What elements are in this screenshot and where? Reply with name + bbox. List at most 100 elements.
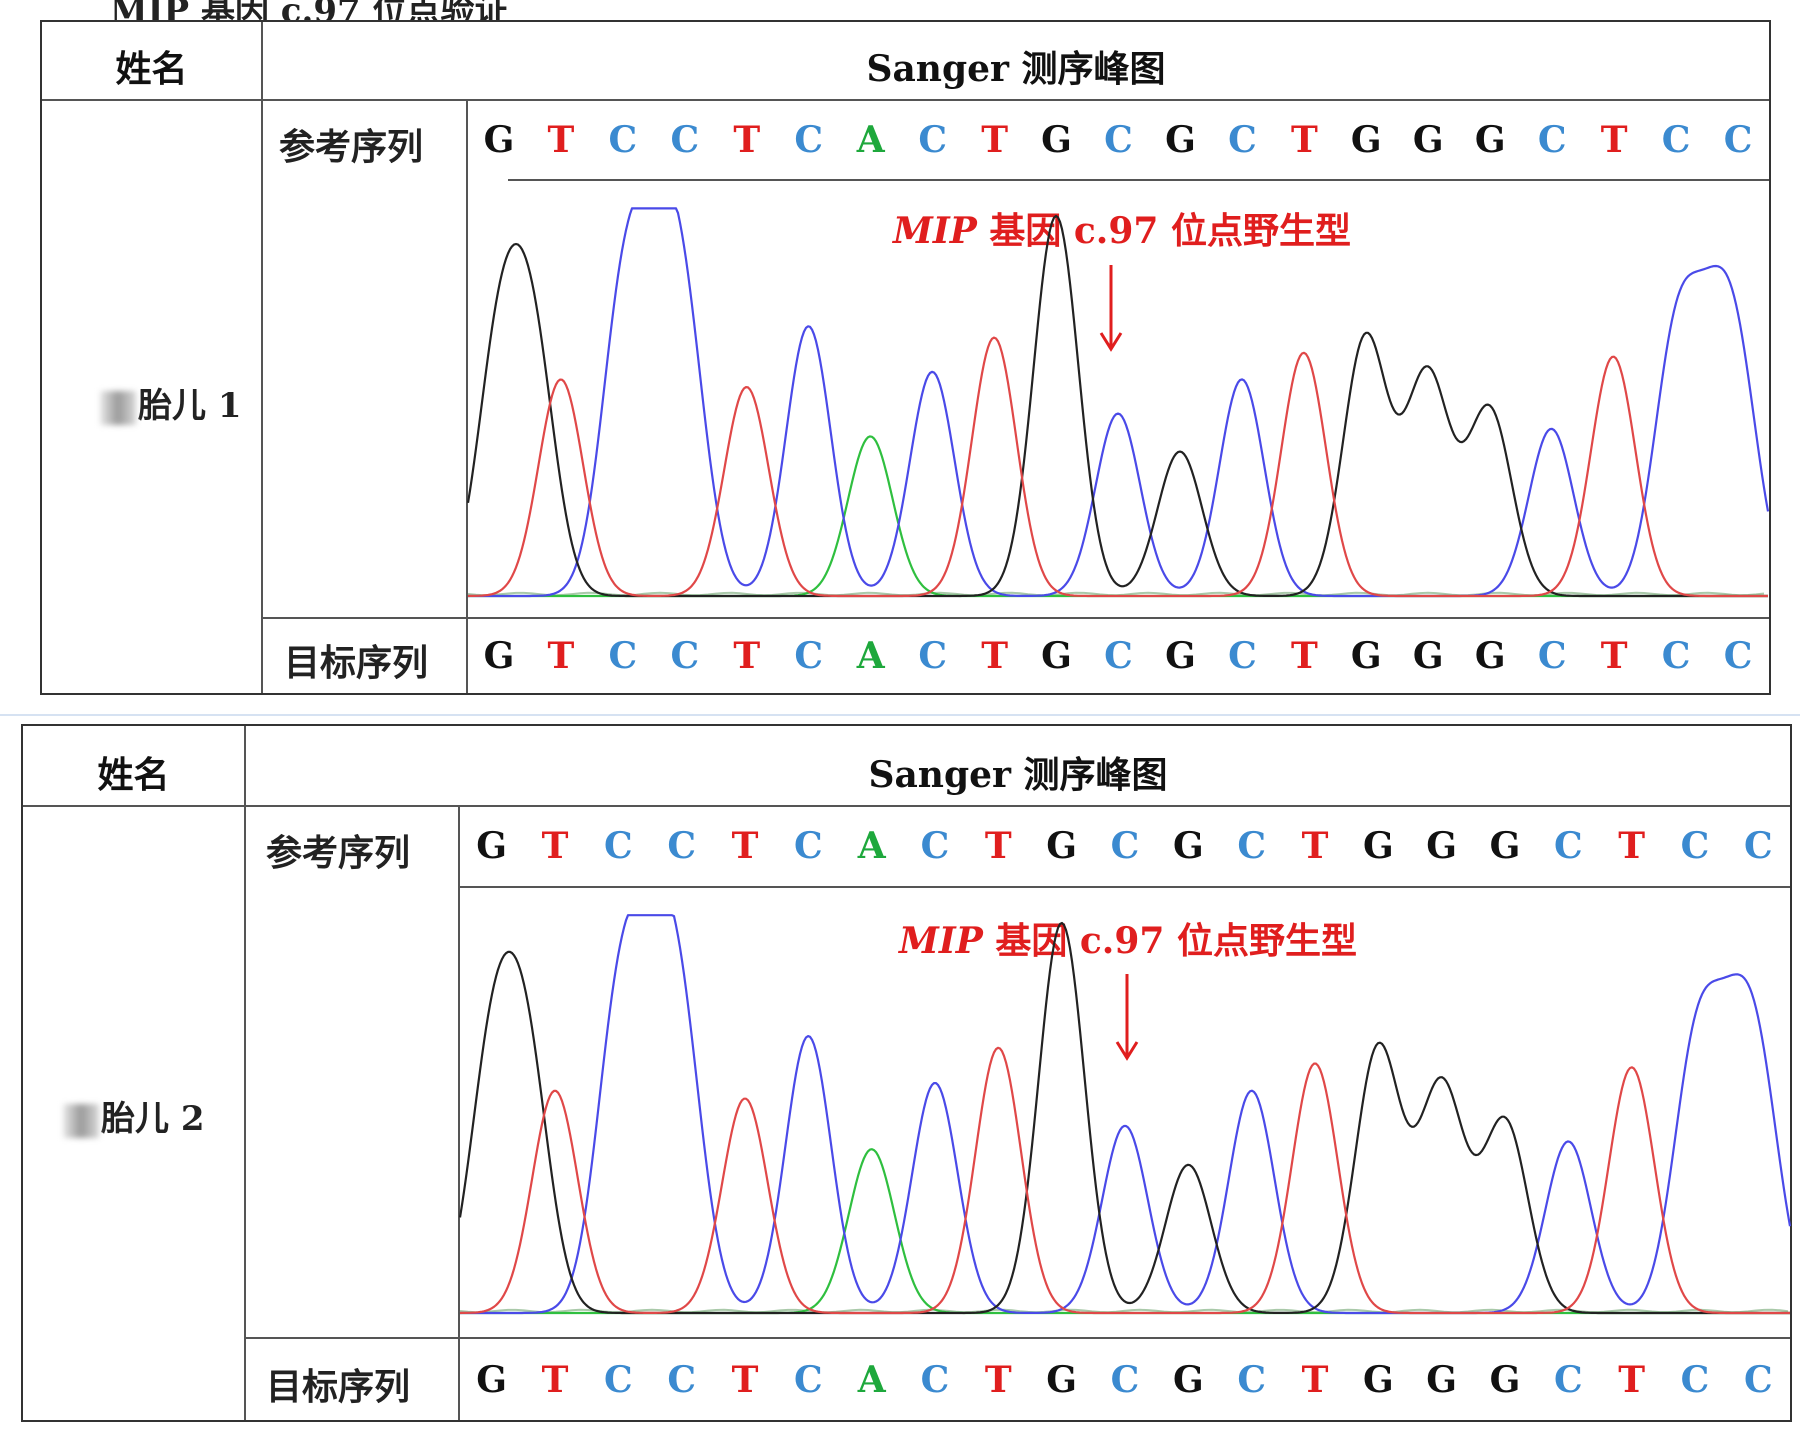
base-T: T (1301, 825, 1329, 867)
base-G: G (1412, 119, 1444, 161)
base-T: T (731, 1359, 759, 1401)
gene-name: MIP (893, 210, 977, 252)
base-G: G (1165, 635, 1196, 677)
divider (460, 886, 1790, 888)
base-C: C (794, 119, 824, 161)
base-C: C (1661, 635, 1691, 677)
base-G: G (1041, 119, 1072, 161)
base-C: C (1237, 1359, 1266, 1401)
header-name: 姓名 (115, 48, 188, 90)
base-G: G (483, 119, 515, 161)
divider (244, 1337, 1790, 1339)
base-T: T (1618, 1359, 1646, 1401)
base-C: C (670, 119, 700, 161)
base-C: C (667, 825, 696, 867)
variant-annotation: MIP 基因 c.97 位点野生型 (893, 202, 1351, 254)
base-G: G (1426, 1359, 1458, 1401)
base-C: C (1537, 635, 1567, 677)
base-T: T (1290, 119, 1318, 161)
divider (508, 179, 1769, 181)
base-G: G (1172, 1359, 1204, 1401)
trace-C (468, 207, 1770, 598)
base-T: T (547, 119, 575, 161)
base-G: G (1172, 825, 1204, 867)
sanger-chromatogram (466, 207, 1770, 598)
subject-name: 胎儿 1 (138, 386, 242, 426)
base-C: C (920, 825, 950, 867)
target-sequence-label: 目标序列 (284, 642, 429, 684)
divider (263, 617, 1769, 619)
trace-A (468, 435, 1768, 598)
header-name: 姓名 (97, 754, 170, 796)
base-T: T (733, 119, 761, 161)
base-C: C (608, 635, 638, 677)
base-T: T (1290, 635, 1318, 677)
base-C: C (794, 1359, 823, 1401)
trace-C (460, 914, 1792, 1315)
trace-A (460, 1148, 1790, 1315)
base-C: C (1110, 1359, 1140, 1401)
base-C: C (918, 635, 947, 677)
base-C: C (1744, 825, 1773, 867)
base-A: A (857, 1359, 886, 1401)
base-A: A (856, 635, 885, 677)
base-C: C (1110, 825, 1140, 867)
divider (466, 101, 468, 693)
sanger-chromatogram (458, 914, 1792, 1315)
base-C: C (918, 119, 947, 161)
base-T: T (984, 825, 1012, 867)
base-C: C (608, 119, 638, 161)
down-arrow-icon (1115, 974, 1139, 1061)
base-C: C (1680, 825, 1710, 867)
base-C: C (667, 1359, 696, 1401)
base-T: T (1618, 825, 1646, 867)
base-C: C (1228, 119, 1257, 161)
base-C: C (1104, 119, 1133, 161)
base-T: T (1600, 119, 1628, 161)
base-G: G (483, 635, 515, 677)
base-C: C (920, 1359, 950, 1401)
base-G: G (1426, 825, 1458, 867)
base-G: G (1046, 825, 1078, 867)
base-G: G (1350, 635, 1382, 677)
section-separator (0, 714, 1800, 716)
base-G: G (1362, 825, 1394, 867)
base-C: C (604, 825, 633, 867)
base-C: C (670, 635, 700, 677)
base-T: T (733, 635, 761, 677)
base-A: A (856, 119, 885, 161)
redacted-name-blur (100, 391, 136, 425)
base-T: T (981, 119, 1008, 161)
base-C: C (1744, 1359, 1773, 1401)
base-C: C (794, 635, 824, 677)
base-C: C (1537, 119, 1567, 161)
base-T: T (984, 1359, 1012, 1401)
base-T: T (981, 635, 1008, 677)
down-arrow-icon (1099, 265, 1123, 352)
trace-G (466, 214, 1768, 598)
base-T: T (547, 635, 575, 677)
base-C: C (1554, 825, 1583, 867)
trace-T (467, 336, 1768, 598)
target-sequence-label: 目标序列 (266, 1366, 411, 1408)
base-A: A (857, 825, 886, 867)
header-sanger-chart: Sanger 测序峰图 (866, 48, 1166, 90)
base-C: C (1237, 825, 1266, 867)
divider (261, 22, 263, 693)
ref-sequence-label: 参考序列 (279, 126, 424, 168)
base-G: G (1474, 635, 1506, 677)
base-T: T (541, 825, 569, 867)
base-G: G (1362, 1359, 1394, 1401)
base-G: G (1350, 119, 1382, 161)
base-C: C (1680, 1359, 1710, 1401)
header-sanger-chart: Sanger 测序峰图 (868, 754, 1168, 796)
base-G: G (476, 1359, 508, 1401)
base-G: G (476, 825, 508, 867)
base-G: G (1412, 635, 1444, 677)
divider (458, 807, 460, 1420)
